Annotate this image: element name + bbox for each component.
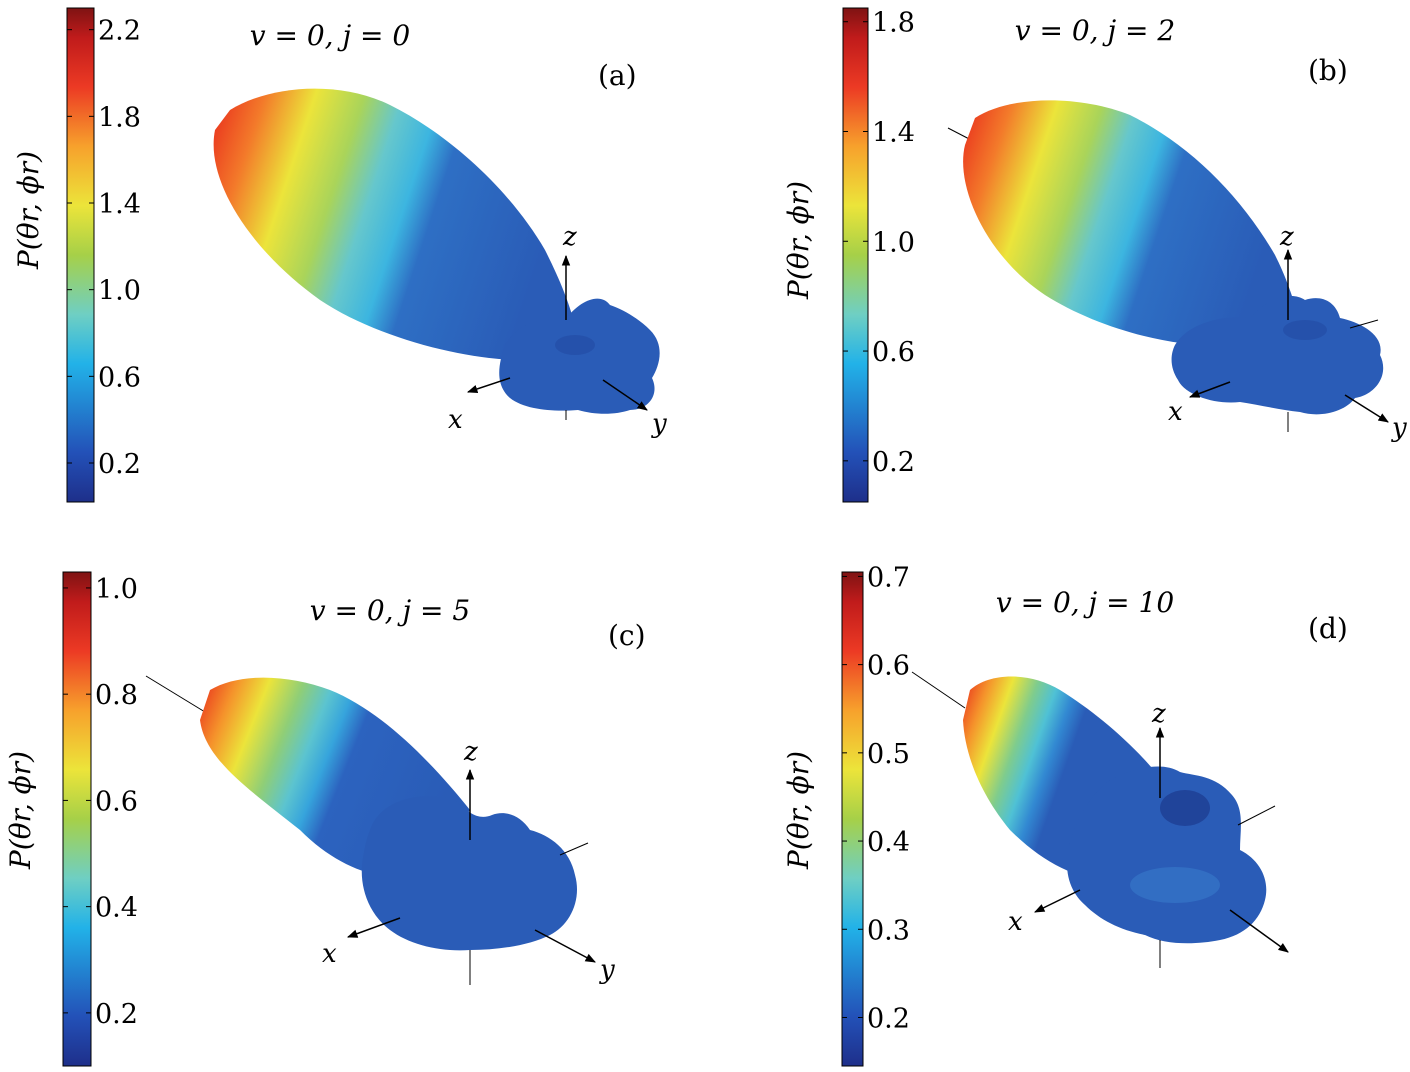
colorbar-b-label: P(θr, ϕr): [782, 181, 815, 300]
colorbar-tick-label: 0.4: [95, 893, 138, 924]
axis-z-c-label: z: [463, 737, 478, 767]
colorbar-c: [62, 571, 92, 1067]
colorbar-tick-label: 0.2: [872, 447, 915, 478]
panel-b-label: (b): [1308, 54, 1348, 87]
axis-y-a-label: y: [651, 409, 667, 439]
blob-c: [361, 796, 578, 951]
blob-d: [1066, 766, 1267, 944]
panel-d: 0.2 0.3 0.4 0.5 0.6 0.7 P(θr, ϕr) z x v = 0, …: [782, 562, 1348, 1067]
axis-z-a-label: z: [562, 222, 577, 252]
axis-y-a: [602, 379, 648, 411]
colorbar-tick-label: 0.2: [95, 999, 138, 1030]
colorbar-tick-label: 0.6: [98, 362, 141, 393]
hole-d: [1160, 790, 1210, 826]
colorbar-b: [842, 7, 869, 503]
blob-a: [499, 298, 660, 414]
colorbar-tick-label: 0.5: [867, 739, 910, 770]
colorbar-a-label: P(θr, ϕr): [12, 151, 45, 270]
axis-z-b-label: z: [1279, 222, 1294, 252]
hole-b: [1283, 320, 1327, 340]
colorbar-tick-label: 0.2: [867, 1003, 910, 1034]
panel-a-title: v = 0, j = 0: [250, 19, 410, 52]
colorbar-d: [841, 571, 864, 1067]
colorbar-tick-label: 0.8: [95, 680, 138, 711]
lobe-b: [963, 100, 1295, 346]
axis-x-c: [347, 917, 401, 938]
colorbar-tick-label: 0.2: [98, 449, 141, 480]
colorbar-tick-label: 0.6: [95, 786, 138, 817]
colorbar-tick-label: 0.7: [867, 562, 910, 593]
axis-z-d-label: z: [1151, 699, 1166, 729]
colorbar-tick-label: 1.4: [872, 118, 915, 149]
colorbar-d-label: P(θr, ϕr): [782, 751, 815, 870]
colorbar-b-ticks: 0.2 0.6 1.0 1.4 1.8: [843, 8, 915, 478]
colorbar-a-ticks: 0.2 0.6 1.0 1.4 1.8 2.2: [67, 16, 141, 480]
colorbar-tick-label: 1.8: [872, 8, 915, 39]
colorbar-tick-label: 1.0: [98, 276, 141, 307]
axis-x-a-label: x: [448, 405, 463, 435]
colorbar-tick-label: 0.3: [867, 915, 910, 946]
colorbar-tick-label: 1.0: [872, 227, 915, 258]
colorbar-tick-label: 1.8: [98, 102, 141, 133]
hole-a: [555, 335, 595, 355]
colorbar-tick-label: 0.4: [867, 827, 910, 858]
panel-d-title: v = 0, j = 10: [996, 586, 1174, 619]
axis-y-c-label: y: [599, 955, 615, 985]
panel-a-label: (a): [598, 59, 637, 92]
axis-long-d: [911, 671, 966, 709]
colorbar-tick-label: 0.6: [872, 337, 915, 368]
panel-c-label: (c): [608, 619, 646, 652]
axis-x-a: [467, 377, 511, 393]
panel-b: 0.2 0.6 1.0 1.4 1.8 P(θr, ϕr) z x y v = 0, j…: [782, 7, 1407, 503]
colorbar-tick-label: 1.0: [95, 574, 138, 605]
colorbar-c-label: P(θr, ϕr): [4, 751, 37, 870]
colorbar-d-ticks: 0.2 0.3 0.4 0.5 0.6 0.7: [842, 562, 910, 1034]
axis-y-d: [1229, 909, 1289, 953]
axis-y-b: [1344, 394, 1389, 423]
colorbar-tick-label: 2.2: [98, 16, 141, 47]
colorbar-tick-label: 0.6: [867, 651, 910, 682]
colorbar-tick-label: 1.4: [98, 189, 141, 220]
colorbar-c-ticks: 0.2 0.4 0.6 0.8 1.0: [63, 574, 138, 1030]
axis-x-b-label: x: [1168, 397, 1183, 427]
axis-y-b-label: y: [1391, 413, 1407, 443]
axis-long-c: [145, 675, 206, 713]
axis-x-d: [1034, 889, 1081, 913]
axis-x-b: [1189, 381, 1231, 398]
axis-long-c-2: [559, 842, 589, 856]
panel-c-title: v = 0, j = 5: [310, 594, 470, 627]
axis-long-d-2: [1237, 805, 1276, 826]
panel-a: 0.2 0.6 1.0 1.4 1.8 2.2 P(θr, ϕr) z x y v = 0…: [12, 7, 667, 503]
panel-d-label: (d): [1308, 612, 1348, 645]
panel-b-title: v = 0, j = 2: [1015, 14, 1175, 47]
axis-long-b-2: [1349, 319, 1379, 329]
axis-x-d-label: x: [1008, 907, 1023, 937]
lobe-a: [213, 88, 575, 361]
axis-y-c: [534, 929, 596, 963]
colorbar-a: [66, 7, 95, 503]
highlight-d: [1130, 867, 1220, 903]
axis-x-c-label: x: [322, 939, 337, 969]
panel-c: 0.2 0.4 0.6 0.8 1.0 P(θr, ϕr) z x y v = 0, j…: [4, 571, 646, 1067]
